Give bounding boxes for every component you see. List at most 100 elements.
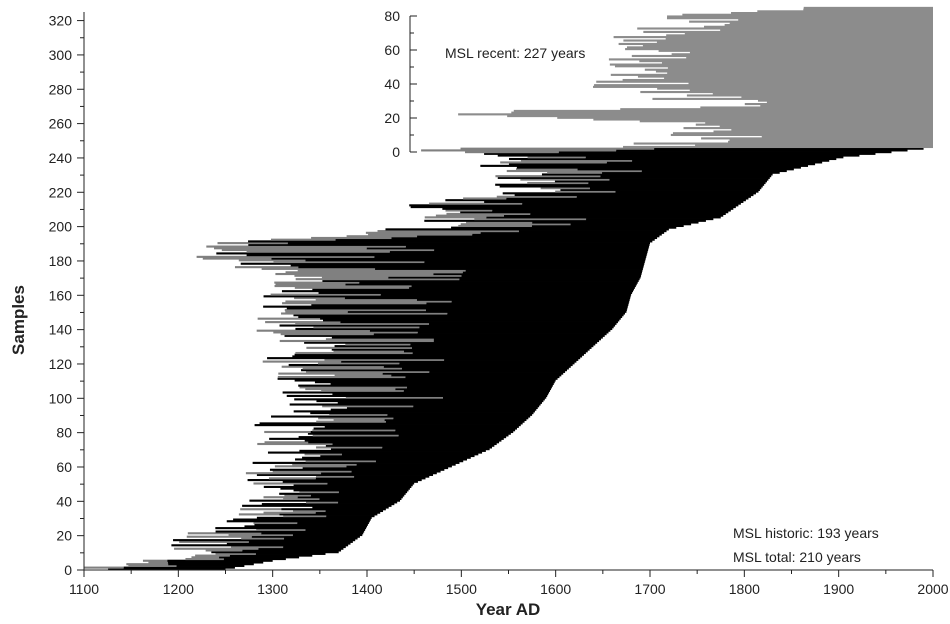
sample-bar xyxy=(293,489,409,492)
sample-bar-partial xyxy=(202,257,272,260)
sample-bar-partial xyxy=(446,212,531,215)
sample-bar xyxy=(320,454,475,458)
sample-bar-partial xyxy=(142,559,168,562)
sample-bar-recent xyxy=(610,73,933,76)
sample-bar xyxy=(403,389,551,392)
sample-bar xyxy=(304,439,502,442)
x-tick-label: 1100 xyxy=(69,581,99,597)
x-tick-label: 1500 xyxy=(446,581,477,597)
sample-bar-partial xyxy=(305,388,396,391)
y-tick-label: 20 xyxy=(56,528,72,544)
sample-bar xyxy=(480,164,809,167)
sample-bar-partial xyxy=(275,283,346,286)
sample-bar xyxy=(344,297,631,300)
sample-bar-partial xyxy=(317,362,400,365)
y-tick-label: 180 xyxy=(49,253,73,269)
annotation-msl-total: MSL total: 210 years xyxy=(733,549,861,565)
sample-bar xyxy=(327,482,415,485)
sample-bar-partial xyxy=(278,372,383,375)
sample-bar-partial xyxy=(264,430,311,434)
sample-bar xyxy=(393,417,529,420)
sample-bar-partial xyxy=(306,370,430,373)
sample-bar-partial xyxy=(334,374,392,377)
sample-bar xyxy=(480,231,665,234)
sample-bar-partial xyxy=(424,216,487,219)
sample-bar xyxy=(429,322,617,325)
sample-bar-recent xyxy=(631,54,933,58)
sample-bar-partial xyxy=(365,231,481,234)
sample-bar-partial xyxy=(312,429,396,432)
sample-bar xyxy=(302,466,449,470)
sample-bar-partial xyxy=(299,491,339,494)
sample-bar xyxy=(588,181,766,185)
sample-bar-recent xyxy=(686,56,933,59)
sample-bar xyxy=(247,479,422,482)
sample-bar xyxy=(385,420,525,423)
sample-bar-recent xyxy=(760,104,933,107)
sample-bar-partial xyxy=(273,260,425,264)
sample-bar-partial xyxy=(299,386,408,389)
sample-bar xyxy=(424,219,706,222)
sample-bar xyxy=(484,200,744,203)
sample-bar xyxy=(315,477,426,480)
sample-bar xyxy=(167,561,264,564)
sample-bar-recent xyxy=(620,108,933,111)
sample-bar xyxy=(417,331,609,334)
sample-bar xyxy=(380,293,632,296)
sample-bar-recent xyxy=(594,84,933,87)
sample-bar-partial xyxy=(316,475,355,478)
sample-bar-recent xyxy=(661,61,933,64)
sample-bar xyxy=(334,345,594,348)
sample-bar-partial xyxy=(272,470,352,473)
sample-bar xyxy=(461,274,642,277)
sample-bar xyxy=(252,461,460,464)
sample-bar xyxy=(248,240,653,243)
sample-bar-partial xyxy=(261,267,376,270)
sample-bar-partial xyxy=(270,293,381,296)
sample-bar xyxy=(279,324,616,327)
y-tick-label: 40 xyxy=(56,493,72,509)
sample-bar xyxy=(173,539,356,542)
sample-bar xyxy=(292,533,363,537)
sample-bar-partial xyxy=(302,367,402,370)
sample-bar-recent xyxy=(656,41,933,44)
sample-bar xyxy=(554,180,767,183)
x-tick-label: 1900 xyxy=(823,581,854,597)
sample-bar xyxy=(258,547,344,550)
sample-bar-recent xyxy=(623,39,933,42)
sample-bar-partial xyxy=(179,540,249,543)
sample-bar xyxy=(341,453,479,456)
sample-bar-recent xyxy=(652,97,933,100)
sample-bar-recent xyxy=(724,24,933,27)
sample-bar xyxy=(410,206,736,209)
sample-bar-partial xyxy=(238,259,306,262)
sample-bar xyxy=(484,152,876,155)
sample-bar xyxy=(492,209,731,212)
sample-bar-partial xyxy=(206,245,406,248)
sample-bar xyxy=(585,156,844,159)
sample-bar-partial xyxy=(311,236,392,240)
sample-bar xyxy=(356,463,456,466)
sample-bar-partial xyxy=(294,297,345,300)
sample-bar-recent xyxy=(738,18,933,21)
sample-bar xyxy=(338,501,398,504)
inset-y-tick-label: 60 xyxy=(384,42,400,58)
sample-bar xyxy=(254,523,368,526)
sample-bar xyxy=(322,279,639,282)
sample-bar xyxy=(313,427,517,430)
sample-bar-partial xyxy=(285,271,463,274)
sample-bar-partial xyxy=(253,521,298,525)
sample-bar xyxy=(216,252,648,255)
sample-bar xyxy=(337,401,542,404)
sample-bar-partial xyxy=(445,209,493,212)
sample-bar-partial xyxy=(460,147,655,150)
sample-bar-partial xyxy=(345,396,443,399)
sample-bar-partial xyxy=(270,238,336,241)
sample-bar-partial xyxy=(377,230,519,233)
sample-bar xyxy=(267,357,581,360)
sample-bar xyxy=(589,187,762,190)
sample-bar-partial xyxy=(295,351,413,355)
sample-bar xyxy=(576,195,751,198)
sample-bar xyxy=(311,303,629,306)
sample-bar-partial xyxy=(231,545,284,549)
